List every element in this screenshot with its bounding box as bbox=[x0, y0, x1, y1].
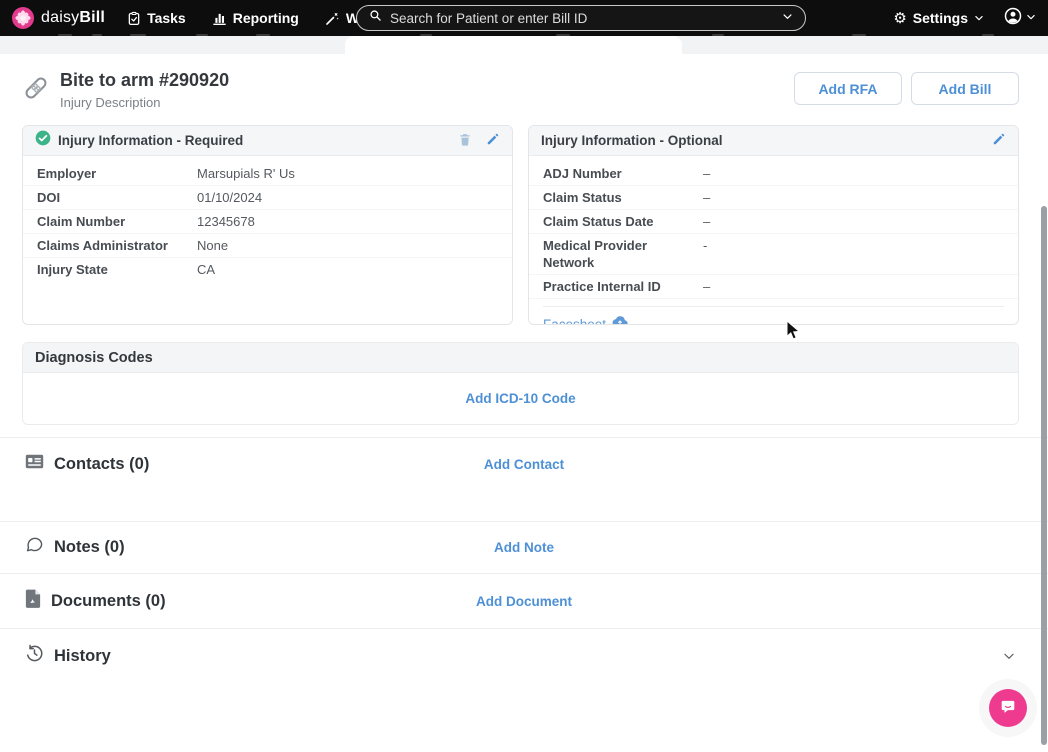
edit-required-info-button[interactable] bbox=[486, 132, 500, 149]
history-clock-icon bbox=[25, 644, 44, 668]
add-rfa-button[interactable]: Add RFA bbox=[794, 72, 902, 105]
history-section: History bbox=[0, 628, 1048, 752]
field-row-doi: DOI 01/10/2024 bbox=[23, 186, 512, 210]
delete-injury-button[interactable] bbox=[458, 132, 472, 150]
injury-info-optional-card: Injury Information - Optional ADJ Number… bbox=[528, 125, 1019, 325]
wizard-wand-icon bbox=[325, 11, 340, 26]
field-row-medical-provider-network: Medical Provider Network - bbox=[529, 234, 1018, 275]
tasks-clipboard-icon bbox=[127, 11, 141, 26]
field-row-claims-administrator: Claims Administrator None bbox=[23, 234, 512, 258]
pdf-document-icon bbox=[25, 589, 41, 613]
add-contact-link[interactable]: Add Contact bbox=[483, 456, 565, 472]
pencil-icon bbox=[486, 132, 500, 149]
add-bill-button[interactable]: Add Bill bbox=[911, 72, 1019, 105]
brand-name: daisyBill bbox=[41, 9, 106, 26]
global-search-bar[interactable] bbox=[356, 5, 806, 31]
documents-title: Documents (0) bbox=[51, 591, 166, 610]
search-icon bbox=[369, 9, 382, 27]
field-row-claim-number: Claim Number 12345678 bbox=[23, 210, 512, 234]
daisy-flower-icon bbox=[12, 7, 34, 29]
required-card-header: Injury Information - Required bbox=[23, 126, 512, 156]
bandage-injury-icon bbox=[22, 74, 50, 102]
top-navigation-bar: daisyBill Tasks Reporting bbox=[0, 0, 1048, 36]
add-document-link[interactable]: Add Document bbox=[476, 593, 572, 609]
search-chevron-down-icon[interactable] bbox=[782, 9, 793, 27]
active-tab-remnant[interactable] bbox=[345, 36, 682, 54]
daisybill-logo[interactable]: daisyBill bbox=[12, 7, 105, 29]
search-input[interactable] bbox=[390, 10, 774, 26]
nav-settings[interactable]: ⚙ Settings bbox=[893, 10, 984, 26]
page-title: Bite to arm #290920 bbox=[60, 70, 230, 90]
injury-info-required-card: Injury Information - Required bbox=[22, 125, 513, 325]
documents-section: Documents (0) Add Document bbox=[0, 573, 1048, 628]
diagnosis-codes-section: Diagnosis Codes Add ICD-10 Code bbox=[22, 342, 1019, 425]
nav-settings-label: Settings bbox=[912, 10, 968, 26]
required-card-title: Injury Information - Required bbox=[58, 133, 244, 148]
history-title: History bbox=[54, 646, 111, 665]
speech-bubble-icon bbox=[25, 535, 44, 559]
cloud-upload-icon bbox=[612, 315, 628, 324]
field-row-practice-internal-id: Practice Internal ID – bbox=[529, 275, 1018, 299]
chevron-down-icon bbox=[974, 10, 984, 26]
page-subtitle: Injury Description bbox=[60, 95, 161, 110]
field-row-claim-status: Claim Status – bbox=[529, 186, 1018, 210]
user-account-icon bbox=[1004, 7, 1022, 30]
add-note-link[interactable]: Add Note bbox=[494, 539, 554, 555]
edit-optional-info-button[interactable] bbox=[992, 132, 1006, 149]
pencil-icon bbox=[992, 132, 1006, 149]
account-menu[interactable] bbox=[1004, 7, 1036, 30]
optional-card-title: Injury Information - Optional bbox=[541, 133, 723, 148]
field-row-employer: Employer Marsupials R' Us bbox=[23, 162, 512, 186]
cutoff-tab-strip bbox=[0, 36, 1048, 54]
nav-reporting[interactable]: Reporting bbox=[212, 10, 299, 26]
nav-tasks[interactable]: Tasks bbox=[127, 10, 186, 26]
facesheet-link[interactable]: Facesheet bbox=[529, 307, 1018, 324]
field-row-adj-number: ADJ Number – bbox=[529, 162, 1018, 186]
chat-launcher-button[interactable] bbox=[989, 689, 1027, 727]
contacts-title: Contacts (0) bbox=[54, 454, 150, 473]
contacts-section: Contacts (0) Add Contact bbox=[0, 437, 1048, 521]
field-row-injury-state: Injury State CA bbox=[37, 262, 216, 277]
check-circle-icon bbox=[35, 130, 51, 151]
facesheet-divider bbox=[543, 306, 1004, 307]
optional-card-header: Injury Information - Optional bbox=[529, 126, 1018, 156]
notes-section: Notes (0) Add Note bbox=[0, 521, 1048, 573]
trash-icon bbox=[458, 132, 472, 150]
chevron-down-icon bbox=[1026, 9, 1036, 27]
diagnosis-codes-title: Diagnosis Codes bbox=[23, 343, 1018, 373]
add-icd10-code-link[interactable]: Add ICD-10 Code bbox=[465, 391, 576, 406]
nav-tasks-label: Tasks bbox=[147, 10, 186, 26]
vertical-scrollbar-thumb[interactable] bbox=[1041, 206, 1047, 745]
history-expand-chevron-icon[interactable] bbox=[1002, 649, 1016, 663]
nav-reporting-label: Reporting bbox=[232, 10, 299, 26]
cutoff-tab-text-artifacts bbox=[0, 33, 1048, 36]
chat-bubble-smile-icon bbox=[999, 698, 1017, 719]
contact-card-icon bbox=[25, 453, 44, 475]
field-row-claim-status-date: Claim Status Date – bbox=[529, 210, 1018, 234]
notes-title: Notes (0) bbox=[54, 537, 125, 556]
gear-icon: ⚙ bbox=[893, 9, 907, 27]
reporting-bar-chart-icon bbox=[212, 11, 227, 26]
